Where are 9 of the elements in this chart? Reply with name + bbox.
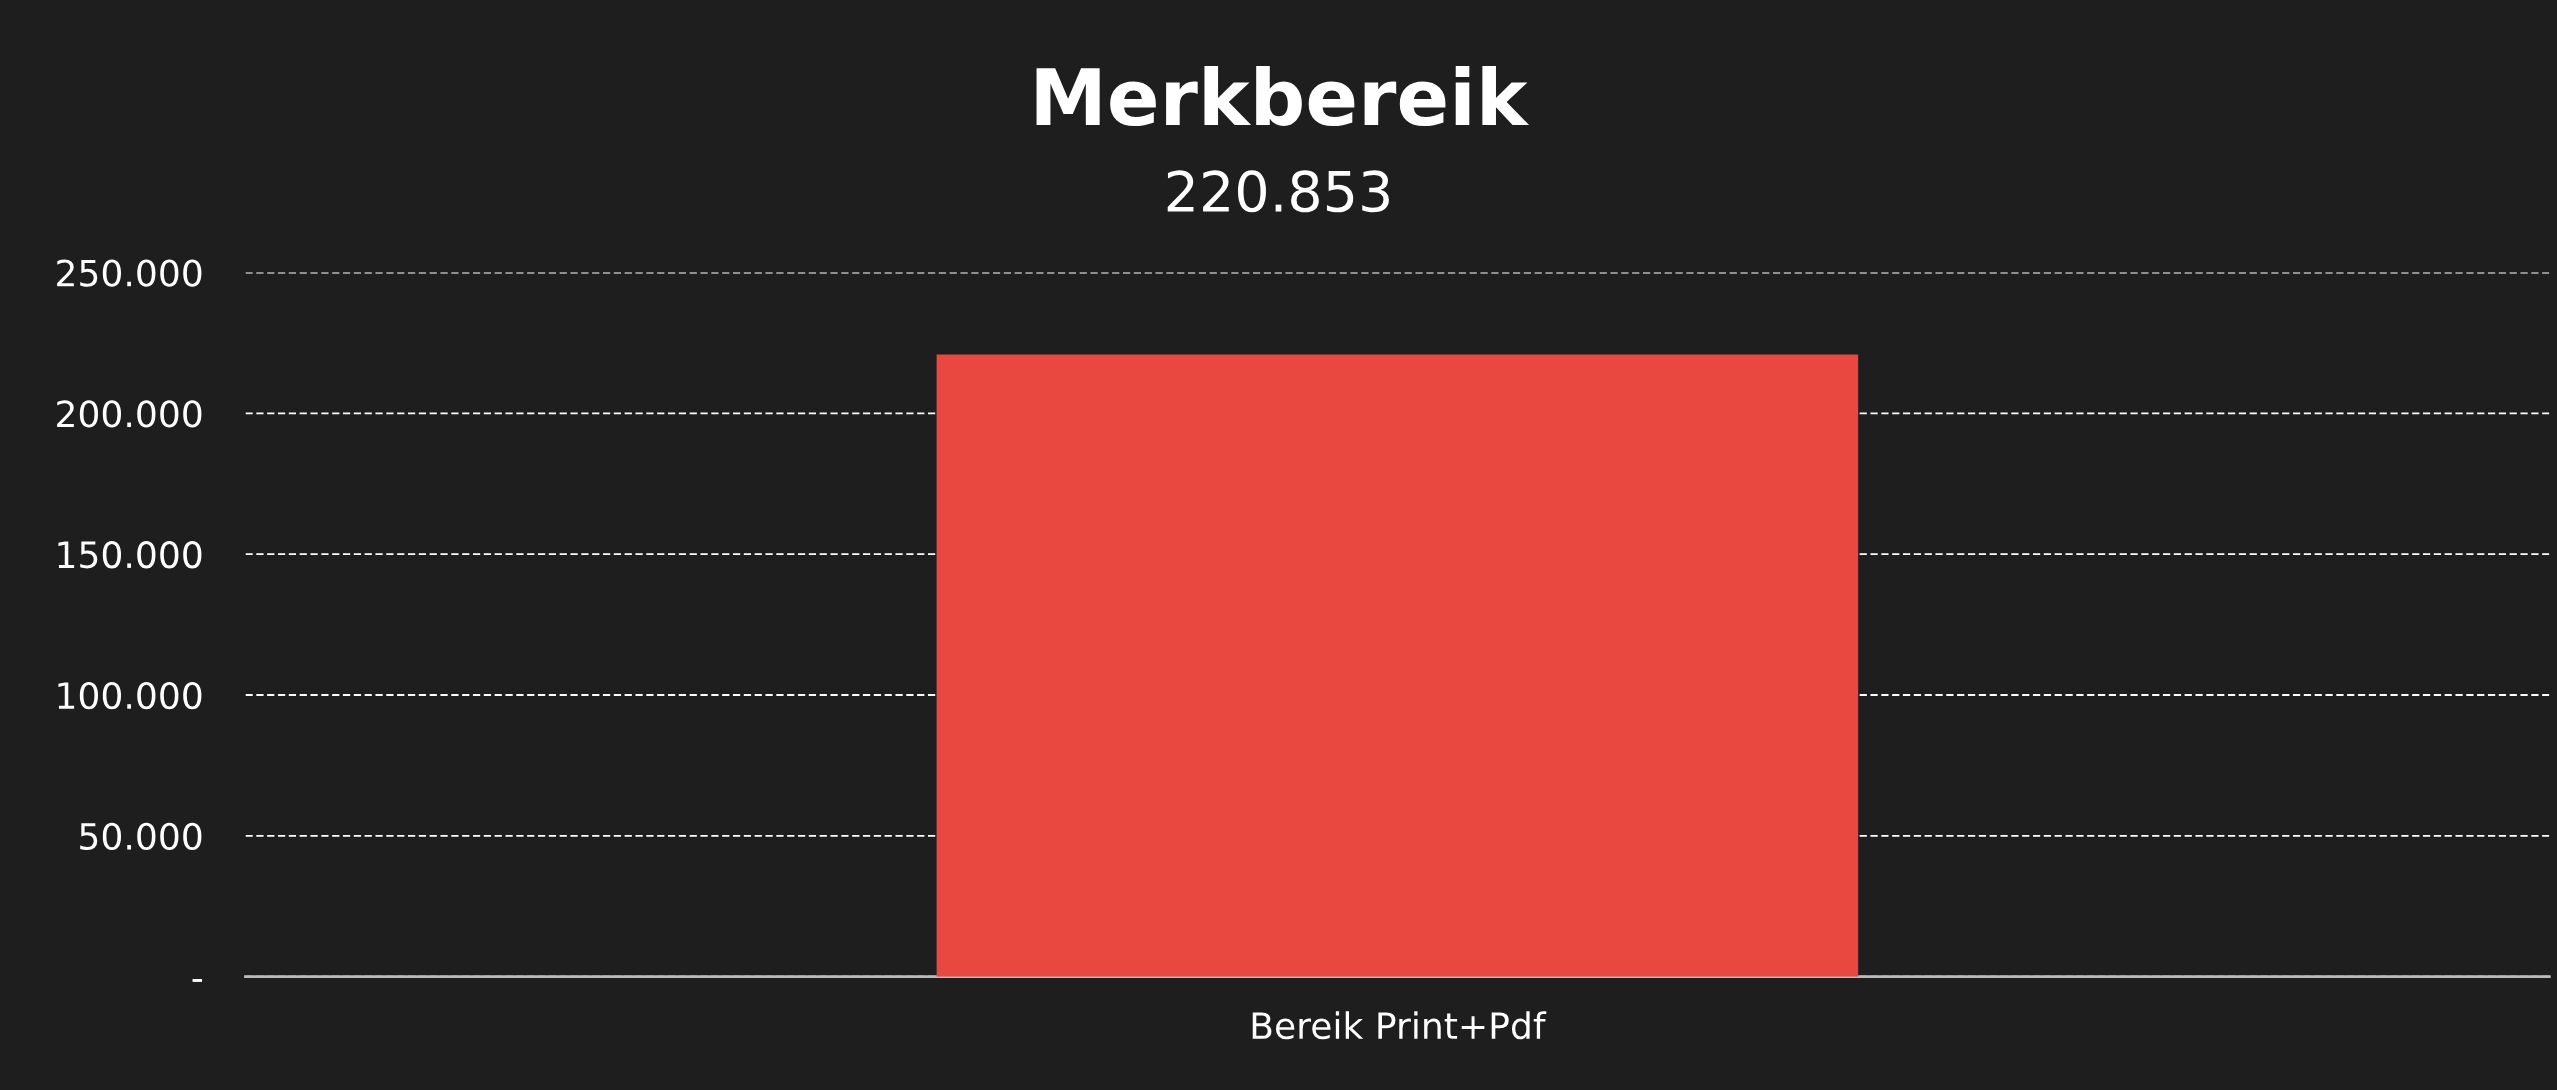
chart-title: Merkbereik [1036, 65, 1530, 127]
y-tick-label: 50.000 [80, 822, 202, 851]
y-tick-label: 100.000 [58, 681, 202, 710]
y-tick-label: 250.000 [57, 259, 202, 287]
x-tick-label: Bereik Print+Pdf [1252, 1011, 1547, 1040]
y-tick-label: 200.000 [57, 400, 202, 428]
y-tick-label: 150.000 [58, 541, 202, 569]
chart-subtitle: 220.853 [1167, 170, 1389, 213]
y-tick-label: - [192, 979, 203, 982]
